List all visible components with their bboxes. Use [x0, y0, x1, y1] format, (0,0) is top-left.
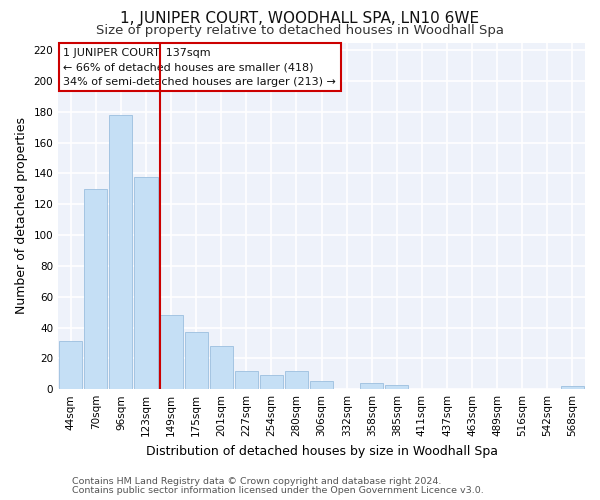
Text: Contains HM Land Registry data © Crown copyright and database right 2024.: Contains HM Land Registry data © Crown c…: [72, 477, 442, 486]
Bar: [109, 115, 133, 389]
Bar: [209, 346, 233, 389]
Text: 1 JUNIPER COURT: 137sqm
← 66% of detached houses are smaller (418)
34% of semi-d: 1 JUNIPER COURT: 137sqm ← 66% of detache…: [64, 48, 337, 86]
Bar: [59, 342, 82, 389]
Y-axis label: Number of detached properties: Number of detached properties: [15, 118, 28, 314]
Bar: [385, 384, 409, 389]
Bar: [260, 376, 283, 389]
Bar: [134, 176, 158, 389]
Bar: [360, 383, 383, 389]
Bar: [185, 332, 208, 389]
X-axis label: Distribution of detached houses by size in Woodhall Spa: Distribution of detached houses by size …: [146, 444, 497, 458]
Bar: [235, 370, 258, 389]
Text: Size of property relative to detached houses in Woodhall Spa: Size of property relative to detached ho…: [96, 24, 504, 37]
Bar: [160, 315, 182, 389]
Bar: [561, 386, 584, 389]
Bar: [285, 370, 308, 389]
Text: Contains public sector information licensed under the Open Government Licence v3: Contains public sector information licen…: [72, 486, 484, 495]
Bar: [84, 189, 107, 389]
Text: 1, JUNIPER COURT, WOODHALL SPA, LN10 6WE: 1, JUNIPER COURT, WOODHALL SPA, LN10 6WE: [121, 12, 479, 26]
Bar: [310, 382, 333, 389]
